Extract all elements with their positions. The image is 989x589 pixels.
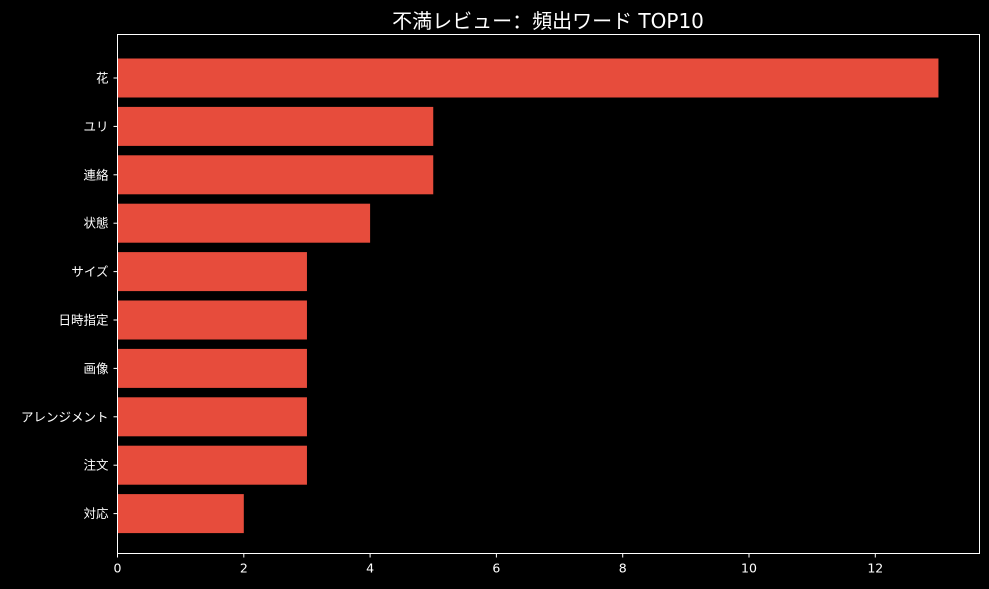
x-axis: 0 2 4 6 8 10 12 (114, 553, 883, 576)
y-tick-label: サイズ (71, 264, 108, 279)
x-tick-label: 4 (366, 561, 374, 576)
x-tick-label: 8 (619, 561, 627, 576)
bar (117, 445, 307, 485)
bar (117, 58, 939, 98)
x-tick-label: 12 (867, 561, 883, 576)
y-tick-label: 日時指定 (58, 313, 108, 328)
y-tick-label: 花 (96, 71, 109, 86)
x-tick-label: 10 (741, 561, 757, 576)
bar (117, 106, 434, 146)
bar (117, 494, 244, 534)
bar (117, 252, 307, 292)
bar (117, 155, 434, 195)
y-tick-label: 対応 (83, 506, 109, 521)
chart-title: 不満レビュー：頻出ワード TOP10 (392, 9, 704, 33)
y-tick-label: アレンジメント (21, 409, 109, 424)
x-tick-label: 0 (114, 561, 122, 576)
bar (117, 348, 307, 388)
y-tick-label: 画像 (83, 361, 109, 376)
y-tick-label: ユリ (83, 119, 108, 134)
x-tick-label: 2 (240, 561, 248, 576)
y-tick-label: 注文 (83, 458, 109, 473)
y-tick-label: 連絡 (83, 167, 109, 182)
bar (117, 203, 371, 243)
y-tick-label: 状態 (83, 216, 108, 231)
plot-frame (117, 34, 980, 554)
bar (117, 397, 307, 437)
bar (117, 300, 307, 340)
x-tick-label: 6 (492, 561, 500, 576)
bars-layer (117, 58, 939, 534)
